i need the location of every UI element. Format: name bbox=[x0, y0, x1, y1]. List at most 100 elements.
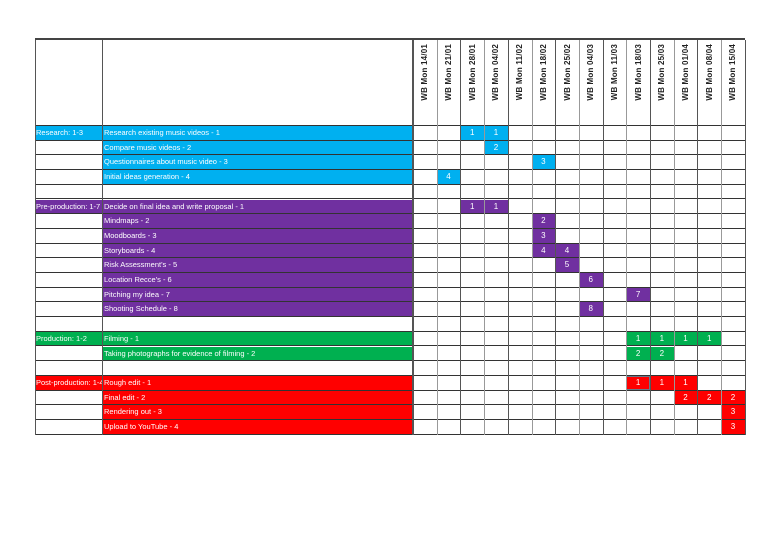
phase-label[interactable]: Research: 1-3 bbox=[35, 126, 102, 140]
week-header-label: WB Mon 01/04 bbox=[681, 44, 691, 101]
task-label[interactable]: Moodboards - 3 bbox=[102, 228, 412, 243]
blank-row bbox=[35, 185, 745, 200]
gridline bbox=[507, 40, 509, 435]
task-label[interactable]: Rough edit - 1 bbox=[102, 375, 412, 390]
schedule-cell[interactable]: 2 bbox=[650, 346, 674, 361]
week-header-label: WB Mon 18/02 bbox=[538, 44, 548, 101]
week-header-label: WB Mon 11/03 bbox=[609, 44, 619, 101]
schedule-cell[interactable]: 5 bbox=[555, 258, 579, 272]
schedule-cell[interactable]: 1 bbox=[673, 331, 698, 346]
gridline bbox=[721, 40, 723, 435]
week-header[interactable]: WB Mon 28/01 bbox=[460, 40, 484, 126]
schedule-cell[interactable]: 2 bbox=[697, 390, 722, 405]
schedule-cell[interactable]: 1 bbox=[484, 126, 508, 140]
week-header-label: WB Mon 15/04 bbox=[728, 44, 738, 101]
task-row: Upload to YouTube - 4 3 bbox=[35, 420, 745, 435]
week-header[interactable]: WB Mon 21/01 bbox=[437, 40, 461, 126]
gridline bbox=[578, 40, 580, 435]
task-row: Compare music videos - 2 2 bbox=[35, 140, 745, 156]
phase-label[interactable]: Post-production: 1-4 bbox=[35, 375, 102, 390]
schedule-cell[interactable]: 4 bbox=[436, 170, 461, 184]
task-label[interactable]: Questionnaires about music video - 3 bbox=[102, 155, 412, 170]
schedule-cell[interactable]: 2 bbox=[673, 390, 698, 405]
week-header-label: WB Mon 18/03 bbox=[633, 44, 643, 101]
week-header[interactable]: WB Mon 25/02 bbox=[555, 40, 579, 126]
task-label[interactable]: Taking photographs for evidence of filmi… bbox=[102, 346, 412, 361]
schedule-cell[interactable]: 1 bbox=[650, 331, 674, 346]
task-row: Research: 1-3 Research existing music vid… bbox=[35, 126, 745, 141]
schedule-cell[interactable]: 6 bbox=[578, 273, 603, 287]
week-header[interactable]: WB Mon 18/03 bbox=[626, 40, 650, 126]
week-header-label: WB Mon 04/03 bbox=[586, 44, 596, 101]
schedule-cell[interactable]: 3 bbox=[531, 228, 556, 243]
task-row: Moodboards - 3 3 bbox=[35, 228, 745, 244]
week-header[interactable]: WB Mon 01/04 bbox=[674, 40, 698, 126]
schedule-cell[interactable]: 1 bbox=[460, 126, 485, 140]
gridline bbox=[673, 40, 675, 435]
task-label[interactable]: Shooting Schedule - 8 bbox=[102, 302, 412, 317]
task-row: Mindmaps - 2 2 bbox=[35, 214, 745, 229]
task-label[interactable]: Rendering out - 3 bbox=[102, 405, 412, 419]
schedule-cell[interactable]: 2 bbox=[721, 390, 745, 405]
week-header-label: WB Mon 25/02 bbox=[562, 44, 572, 101]
task-row: Taking photographs for evidence of filmi… bbox=[35, 346, 745, 362]
task-label[interactable]: Initial ideas generation - 4 bbox=[102, 170, 412, 184]
gridline bbox=[650, 40, 651, 435]
week-header[interactable]: WB Mon 11/03 bbox=[603, 40, 627, 126]
week-header[interactable]: WB Mon 08/04 bbox=[697, 40, 721, 126]
week-header-label: WB Mon 28/01 bbox=[467, 44, 477, 101]
schedule-cell[interactable]: 1 bbox=[673, 375, 698, 390]
task-label[interactable]: Mindmaps - 2 bbox=[102, 214, 412, 228]
schedule-cell[interactable]: 7 bbox=[626, 287, 650, 302]
task-label[interactable]: Final edit - 2 bbox=[102, 390, 412, 405]
schedule-cell[interactable]: 1 bbox=[484, 199, 508, 214]
schedule-cell[interactable]: 1 bbox=[626, 375, 650, 390]
schedule-cell[interactable]: 4 bbox=[555, 243, 579, 258]
task-label[interactable]: Location Recce's - 6 bbox=[102, 273, 412, 287]
gridline bbox=[35, 40, 36, 435]
schedule-cell[interactable]: 1 bbox=[697, 331, 722, 346]
gridline bbox=[436, 40, 438, 435]
task-row: Risk Assessment's - 5 5 bbox=[35, 258, 745, 273]
phase-label[interactable]: Pre-production: 1-7 bbox=[35, 199, 102, 214]
schedule-cell[interactable]: 3 bbox=[531, 155, 556, 170]
gridline bbox=[697, 40, 699, 435]
task-label[interactable]: Storyboards - 4 bbox=[102, 243, 412, 258]
task-label[interactable]: Decide on final idea and write proposal … bbox=[102, 199, 412, 214]
week-header[interactable]: WB Mon 25/03 bbox=[650, 40, 674, 126]
week-header[interactable]: WB Mon 11/02 bbox=[508, 40, 532, 126]
task-label[interactable]: Research existing music videos - 1 bbox=[102, 126, 412, 140]
schedule-cell[interactable]: 8 bbox=[578, 302, 603, 317]
week-header-label: WB Mon 14/01 bbox=[420, 44, 430, 101]
blank-row bbox=[35, 361, 745, 376]
task-label[interactable]: Compare music videos - 2 bbox=[102, 140, 412, 155]
task-label[interactable]: Pitching my idea - 7 bbox=[102, 287, 412, 302]
week-header[interactable]: WB Mon 04/02 bbox=[484, 40, 508, 126]
task-row: Pitching my idea - 7 7 bbox=[35, 287, 745, 303]
schedule-cell[interactable]: 2 bbox=[626, 346, 650, 361]
schedule-cell[interactable]: 1 bbox=[460, 199, 485, 214]
gridline bbox=[626, 40, 628, 435]
week-header[interactable]: WB Mon 14/01 bbox=[413, 40, 437, 126]
gridline bbox=[102, 40, 103, 435]
week-header[interactable]: WB Mon 18/02 bbox=[532, 40, 556, 126]
task-label[interactable]: Upload to YouTube - 4 bbox=[102, 420, 412, 434]
week-header[interactable]: WB Mon 04/03 bbox=[579, 40, 603, 126]
schedule-cell[interactable]: 2 bbox=[531, 214, 556, 228]
schedule-cell[interactable]: 3 bbox=[721, 420, 745, 434]
schedule-cell[interactable]: 3 bbox=[721, 405, 745, 419]
task-label[interactable]: Risk Assessment's - 5 bbox=[102, 258, 412, 272]
week-header[interactable]: WB Mon 15/04 bbox=[721, 40, 745, 126]
phase-label[interactable]: Production: 1-2 bbox=[35, 331, 102, 346]
schedule-cell[interactable]: 4 bbox=[531, 243, 556, 258]
task-row: Initial ideas generation - 4 4 bbox=[35, 170, 745, 185]
task-label[interactable]: Filming - 1 bbox=[102, 331, 412, 346]
gridline bbox=[531, 40, 533, 435]
schedule-cell[interactable]: 2 bbox=[484, 140, 508, 155]
task-row: Pre-production: 1-7 Decide on final idea … bbox=[35, 199, 745, 215]
schedule-cell[interactable]: 1 bbox=[650, 375, 674, 390]
schedule-cell[interactable]: 1 bbox=[626, 331, 650, 346]
